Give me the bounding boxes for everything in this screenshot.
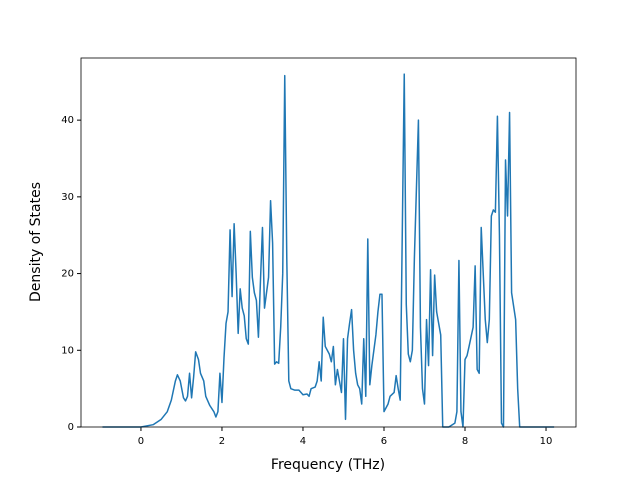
x-tick-label: 4: [300, 436, 306, 447]
y-tick-label: 40: [61, 115, 74, 126]
y-tick-label: 30: [61, 192, 74, 203]
y-tick-label: 10: [61, 345, 74, 356]
x-tick-label: 0: [138, 436, 144, 447]
x-tick-label: 2: [219, 436, 225, 447]
y-axis-label: Density of States: [28, 182, 44, 302]
line-series: [102, 73, 555, 428]
y-tick-label: 0: [68, 422, 74, 433]
axes-frame: [80, 57, 577, 428]
x-axis-label: Frequency (THz): [271, 457, 385, 473]
x-tick-label: 6: [381, 436, 387, 447]
y-tick-label: 20: [61, 269, 74, 280]
x-tick-label: 8: [462, 436, 468, 447]
x-tick-label: 10: [540, 436, 553, 447]
